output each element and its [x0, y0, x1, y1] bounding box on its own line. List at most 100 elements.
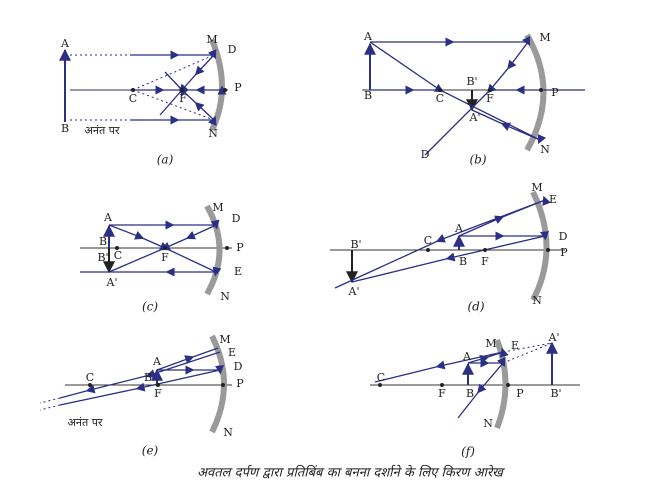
label: C — [424, 234, 432, 247]
label: F — [486, 92, 494, 105]
label: C — [436, 92, 444, 105]
point — [156, 383, 160, 387]
label: A — [60, 37, 70, 50]
ray — [374, 347, 509, 383]
ray — [530, 190, 550, 302]
point — [506, 383, 510, 387]
ray — [502, 342, 553, 364]
label: M — [219, 333, 230, 346]
label: F — [481, 255, 489, 268]
point — [221, 383, 225, 387]
ray — [502, 342, 553, 353]
point — [539, 88, 543, 92]
ray — [524, 33, 547, 152]
label: F — [161, 251, 169, 264]
point — [438, 88, 442, 92]
panel-f: C F A B M E P N A' B' (f) — [370, 331, 580, 459]
label: अनंत पर — [67, 416, 103, 429]
label: अनंत पर — [84, 124, 120, 137]
label: A' — [548, 331, 560, 344]
label: F — [438, 387, 446, 400]
label: B — [466, 387, 474, 400]
label: P — [560, 246, 568, 259]
label: F — [179, 92, 187, 105]
ray — [80, 224, 222, 277]
ray — [351, 230, 550, 283]
point — [483, 248, 487, 252]
caption: (d) — [467, 300, 484, 314]
label: D — [421, 148, 430, 161]
ray — [156, 347, 219, 371]
label: B' — [350, 238, 361, 251]
caption: (f) — [461, 445, 475, 459]
ray — [132, 54, 215, 91]
label: A — [462, 350, 472, 363]
ray — [334, 195, 551, 289]
label: E — [549, 193, 557, 206]
ray — [204, 204, 223, 296]
ray — [457, 356, 506, 419]
caption: (c) — [142, 300, 158, 314]
label: P — [236, 241, 244, 254]
point — [223, 88, 227, 92]
label: C — [114, 249, 122, 262]
label: B — [144, 371, 152, 384]
label: D — [232, 212, 241, 225]
label: A' — [348, 285, 360, 298]
label: A' — [106, 276, 118, 289]
caption: (b) — [469, 153, 486, 167]
label: N — [483, 417, 493, 430]
label: E — [234, 265, 242, 278]
label: D — [559, 230, 568, 243]
ray — [130, 49, 217, 116]
caption: (e) — [142, 444, 159, 458]
ray — [59, 351, 221, 399]
label: P — [516, 387, 524, 400]
point — [115, 246, 119, 250]
label: D — [234, 360, 243, 373]
ray — [39, 397, 61, 404]
point — [225, 246, 229, 250]
label: B' — [97, 251, 108, 264]
point — [440, 383, 444, 387]
label: C — [377, 371, 385, 384]
label: B' — [550, 387, 561, 400]
label: P — [234, 81, 242, 94]
point — [88, 383, 92, 387]
panel-c: A B B' C A' F M D P E N (c) — [80, 201, 244, 314]
panel-d: M E D P N A B F C B' A' (d) — [330, 181, 568, 314]
point — [180, 88, 184, 92]
figure-caption: अवतल दर्पण द्वारा प्रतिबिंब का बनना दर्श… — [197, 465, 505, 481]
label: E — [228, 346, 236, 359]
ray — [130, 71, 217, 126]
label: B — [364, 89, 372, 102]
label: C — [86, 371, 94, 384]
label: N — [532, 294, 542, 307]
ray — [369, 41, 547, 145]
label: A' — [469, 111, 481, 124]
label: F — [154, 387, 162, 400]
label: N — [540, 143, 550, 156]
label: M — [539, 31, 550, 44]
label: M — [206, 33, 217, 46]
caption: (a) — [157, 153, 174, 167]
point — [131, 88, 135, 92]
label: N — [223, 426, 233, 439]
label: N — [220, 290, 230, 303]
label: D — [228, 43, 237, 56]
label: P — [236, 377, 244, 390]
label: M — [531, 181, 542, 194]
label: C — [129, 92, 137, 105]
label: N — [208, 127, 218, 140]
label: B — [99, 235, 107, 248]
label: A — [454, 222, 464, 235]
point — [163, 246, 167, 250]
panel-a: A B M D C F P N अनंत पर (a) — [59, 33, 242, 167]
panel-b: A B M N P C F B' A' D (b) — [362, 30, 585, 167]
label: B — [61, 122, 69, 135]
point — [426, 248, 430, 252]
point — [546, 248, 550, 252]
ray — [59, 364, 225, 406]
label: E — [511, 339, 519, 352]
ray — [132, 89, 215, 121]
